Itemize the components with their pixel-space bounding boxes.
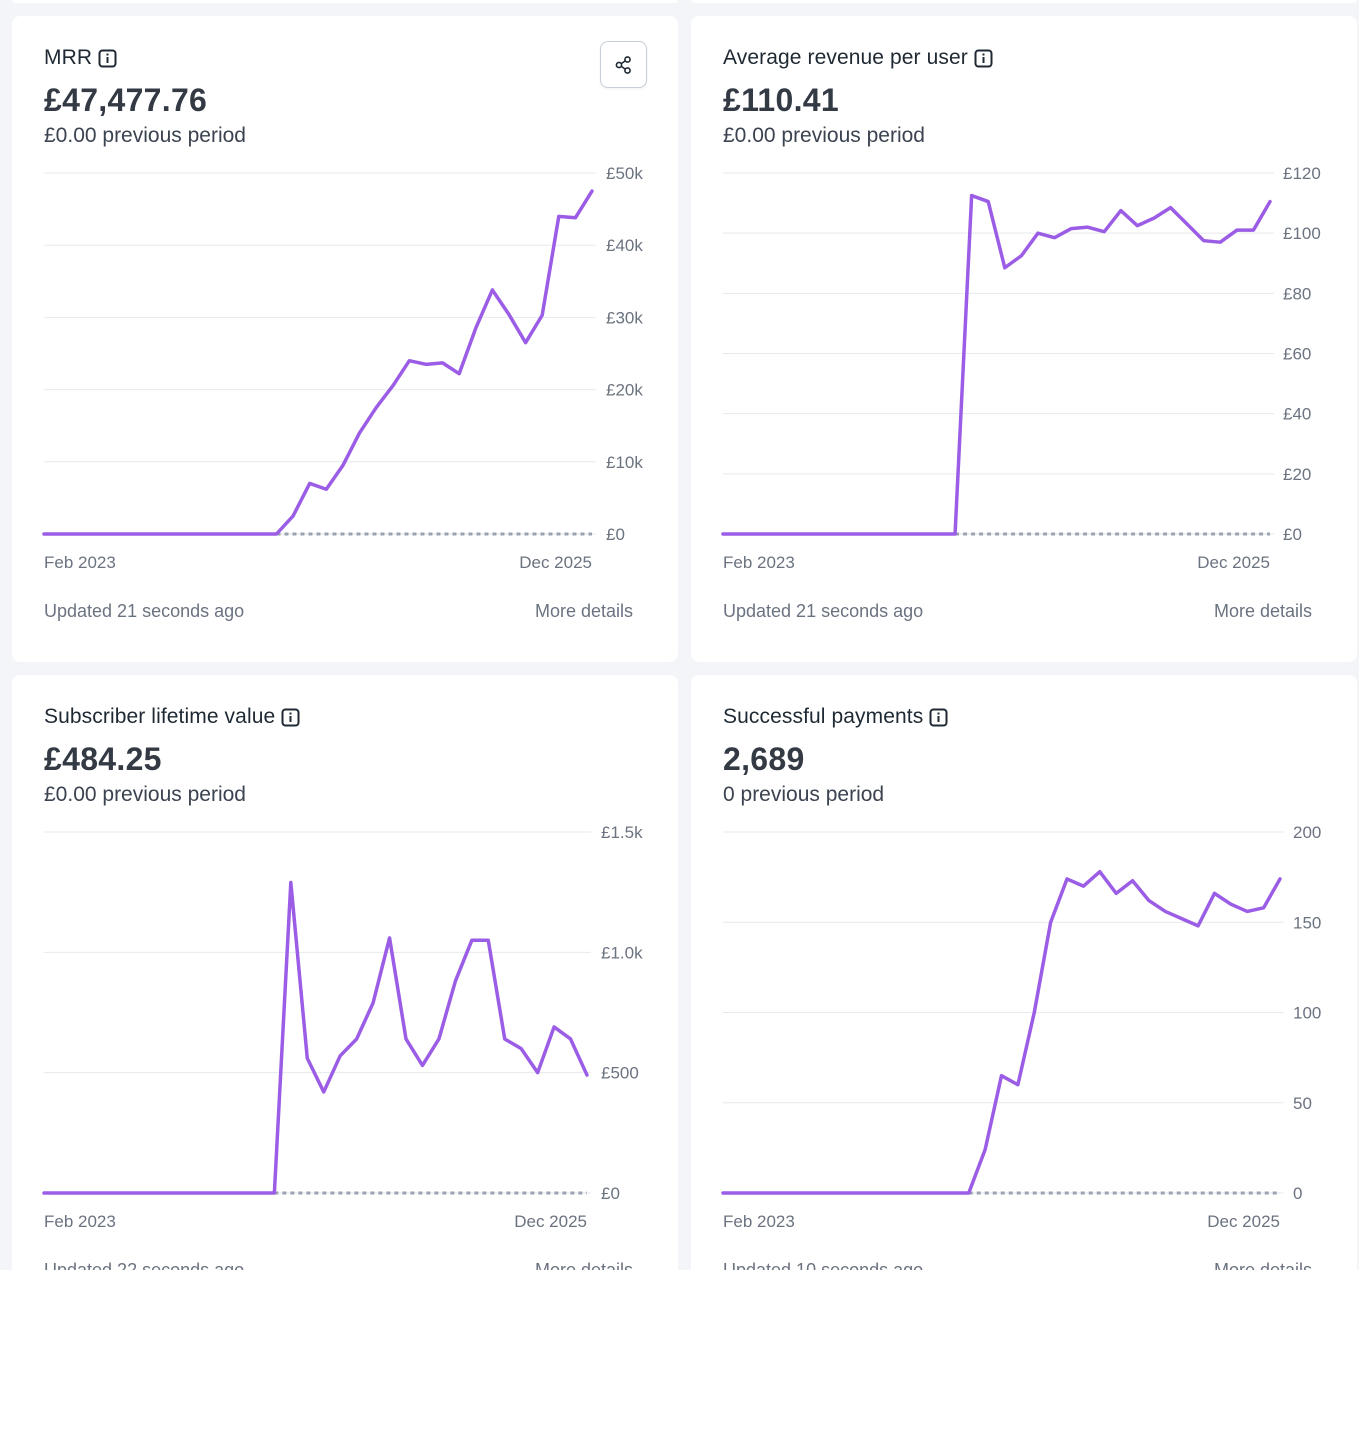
y-tick-label: £40k	[606, 236, 643, 255]
share-icon	[615, 55, 631, 74]
card-title-text: Subscriber lifetime value	[44, 705, 276, 728]
metric-card-mrr: MRR £47,477.76 £0.00 previous period £0 £…	[12, 16, 678, 662]
share-button[interactable]	[600, 41, 647, 88]
previous-period-text: £0.00 previous period	[723, 124, 925, 147]
x-tick-label-start: Feb 2023	[44, 1212, 116, 1231]
y-tick-label: £500	[601, 1064, 639, 1083]
metric-value: £484.25	[44, 741, 162, 777]
previous-period-text: £0.00 previous period	[44, 783, 246, 806]
updated-timestamp: Updated 22 seconds ago	[44, 1260, 245, 1270]
y-tick-label: £0	[606, 525, 625, 544]
dashboard-viewport: MRR £47,477.76 £0.00 previous period £0 £…	[0, 0, 1359, 1270]
metric-card-payments: Successful payments 2,689 0 previous per…	[691, 675, 1357, 1270]
metric-value: £47,477.76	[44, 82, 208, 118]
y-tick-label: £40	[1283, 405, 1311, 424]
y-tick-label: £1.0k	[601, 943, 643, 962]
card-top-edge	[691, 0, 1357, 3]
info-icon[interactable]	[98, 49, 117, 68]
updated-timestamp: Updated 10 seconds ago	[723, 1260, 924, 1270]
card-title-text: MRR	[44, 46, 93, 69]
x-tick-label-end: Dec 2025	[514, 1212, 587, 1231]
y-tick-label: £100	[1283, 224, 1321, 243]
updated-timestamp: Updated 21 seconds ago	[723, 601, 924, 621]
card-title: Average revenue per user	[723, 46, 993, 70]
series-line	[721, 869, 1282, 1195]
y-tick-label: 150	[1293, 913, 1321, 932]
y-tick-label: £0	[601, 1184, 620, 1203]
y-tick-label: £80	[1283, 284, 1311, 303]
previous-period-text: £0.00 previous period	[44, 124, 246, 147]
y-tick-label: £20	[1283, 465, 1311, 484]
card-title-text: Successful payments	[723, 705, 924, 728]
info-icon[interactable]	[281, 708, 300, 727]
x-tick-label-start: Feb 2023	[723, 553, 795, 572]
y-tick-label: £120	[1283, 164, 1321, 183]
series-line	[42, 189, 594, 536]
mrr-chart: £0 £10k £20k £30k £40k £50k Feb 2023 Dec 2025	[42, 164, 643, 572]
payments-chart: 0 50 100 150 200 Feb 2023 Dec 2025	[721, 823, 1321, 1231]
series-line	[42, 880, 589, 1195]
y-tick-label: 0	[1293, 1184, 1302, 1203]
arpu-chart: £0 £20 £40 £60 £80 £100 £120 Feb 2023 Dec 2025	[721, 164, 1321, 572]
previous-period-text: 0 previous period	[723, 783, 885, 806]
y-tick-label: £30k	[606, 308, 643, 327]
y-tick-label: £10k	[606, 453, 643, 472]
y-tick-label: £0	[1283, 525, 1302, 544]
more-details-link[interactable]: More details	[1213, 1260, 1312, 1270]
metric-card-arpu: Average revenue per user £110.41 £0.00 p…	[691, 16, 1357, 662]
x-tick-label-end: Dec 2025	[1197, 553, 1270, 572]
y-tick-label: £60	[1283, 345, 1311, 364]
y-tick-label: £1.5k	[601, 823, 643, 842]
info-icon[interactable]	[929, 708, 948, 727]
card-title: Subscriber lifetime value	[44, 705, 300, 729]
y-tick-label: £20k	[606, 381, 643, 400]
metric-card-ltv: Subscriber lifetime value £484.25 £0.00 …	[12, 675, 678, 1270]
series-line	[721, 193, 1272, 536]
y-tick-label: 100	[1293, 1004, 1321, 1023]
more-details-link[interactable]: More details	[534, 1260, 633, 1270]
x-tick-label-start: Feb 2023	[44, 553, 116, 572]
ltv-chart: £0 £500 £1.0k £1.5k Feb 2023 Dec 2025	[42, 823, 643, 1231]
info-icon[interactable]	[974, 49, 993, 68]
y-tick-label: 50	[1293, 1094, 1312, 1113]
more-details-link[interactable]: More details	[1213, 601, 1312, 621]
card-title-text: Average revenue per user	[723, 46, 968, 69]
updated-timestamp: Updated 21 seconds ago	[44, 601, 245, 621]
card-top-edge	[12, 0, 678, 3]
more-details-link[interactable]: More details	[534, 601, 633, 621]
y-tick-label: 200	[1293, 823, 1321, 842]
metric-value: £110.41	[723, 82, 840, 118]
metric-value: 2,689	[723, 741, 805, 777]
x-tick-label-start: Feb 2023	[723, 1212, 795, 1231]
x-tick-label-end: Dec 2025	[519, 553, 592, 572]
card-title: Successful payments	[723, 705, 948, 729]
x-tick-label-end: Dec 2025	[1207, 1212, 1280, 1231]
card-title: MRR	[44, 46, 117, 70]
y-tick-label: £50k	[606, 164, 643, 183]
